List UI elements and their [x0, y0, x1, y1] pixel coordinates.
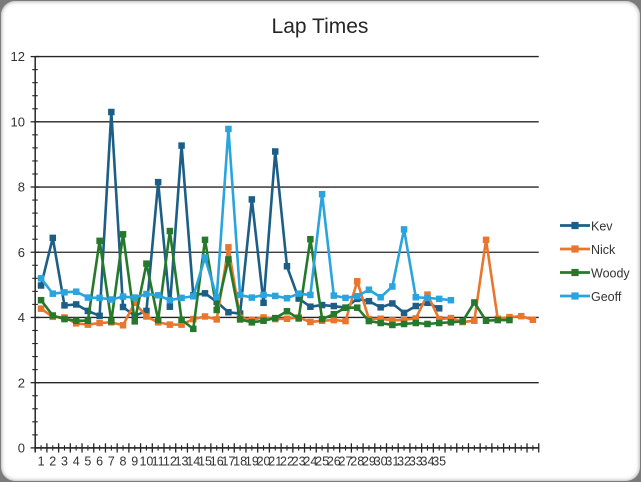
svg-text:26: 26 [327, 455, 341, 469]
svg-text:22: 22 [280, 455, 294, 469]
svg-text:6: 6 [96, 455, 103, 469]
svg-text:2: 2 [49, 455, 56, 469]
svg-text:4: 4 [18, 310, 25, 325]
svg-text:14: 14 [186, 455, 200, 469]
svg-text:30: 30 [374, 455, 388, 469]
svg-text:9: 9 [131, 455, 138, 469]
svg-text:3: 3 [61, 455, 68, 469]
svg-text:6: 6 [18, 245, 25, 260]
svg-text:12: 12 [163, 455, 177, 469]
svg-text:Kev: Kev [591, 220, 613, 234]
svg-text:23: 23 [292, 455, 306, 469]
svg-text:27: 27 [339, 455, 353, 469]
svg-text:31: 31 [385, 455, 399, 469]
svg-text:20: 20 [257, 455, 271, 469]
svg-text:10: 10 [139, 455, 153, 469]
svg-text:19: 19 [245, 455, 259, 469]
svg-text:1: 1 [38, 455, 45, 469]
svg-text:17: 17 [221, 455, 235, 469]
svg-text:11: 11 [152, 455, 165, 469]
svg-text:7: 7 [108, 455, 115, 469]
svg-text:16: 16 [210, 455, 224, 469]
svg-text:35: 35 [432, 455, 446, 469]
svg-text:13: 13 [175, 455, 189, 469]
svg-text:32: 32 [397, 455, 411, 469]
svg-text:12: 12 [11, 49, 25, 64]
svg-text:Geoff: Geoff [591, 290, 622, 304]
svg-text:10: 10 [11, 114, 25, 129]
svg-text:18: 18 [233, 455, 247, 469]
svg-text:15: 15 [198, 455, 212, 469]
svg-text:2: 2 [18, 375, 25, 390]
svg-text:5: 5 [84, 455, 91, 469]
svg-text:Lap Times: Lap Times [272, 15, 369, 38]
svg-text:24: 24 [303, 455, 317, 469]
svg-text:28: 28 [350, 455, 364, 469]
svg-text:Woody: Woody [591, 267, 630, 281]
svg-text:21: 21 [268, 455, 282, 469]
svg-text:Nick: Nick [591, 243, 616, 257]
svg-text:0: 0 [18, 441, 25, 456]
svg-text:4: 4 [73, 455, 80, 469]
svg-text:34: 34 [421, 455, 435, 469]
svg-text:8: 8 [18, 180, 25, 195]
svg-text:33: 33 [409, 455, 423, 469]
svg-text:25: 25 [315, 455, 329, 469]
svg-text:29: 29 [362, 455, 376, 469]
svg-text:8: 8 [120, 455, 127, 469]
